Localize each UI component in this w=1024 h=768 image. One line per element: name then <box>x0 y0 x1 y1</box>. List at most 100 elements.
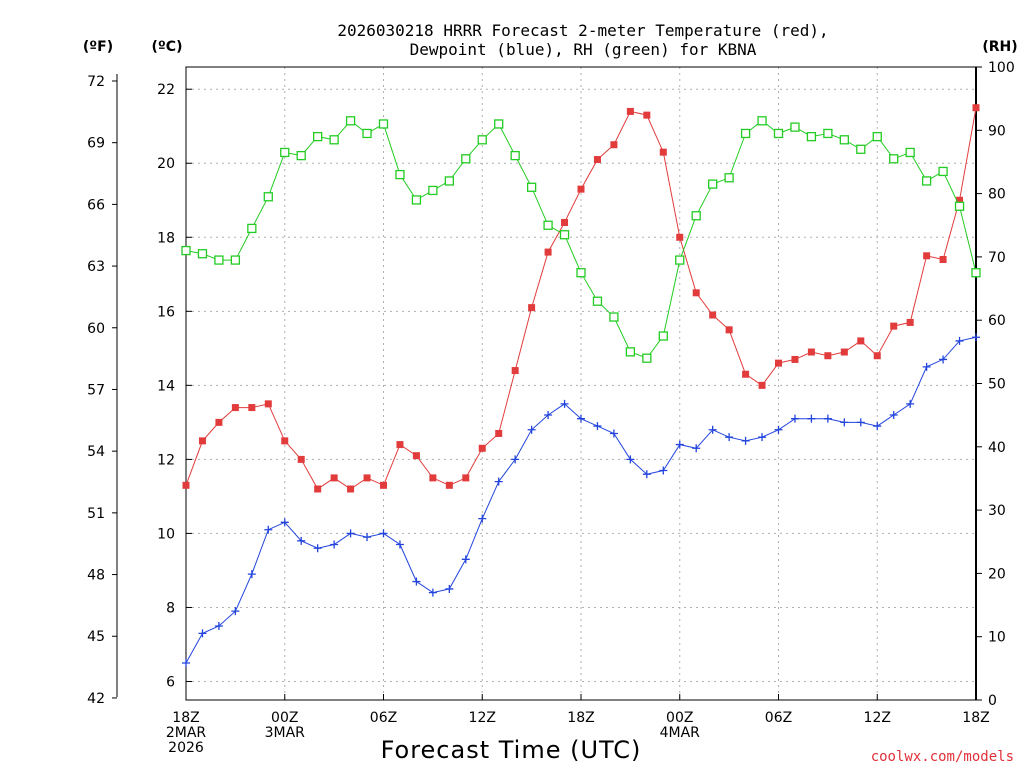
temperature-point <box>297 455 305 463</box>
dewpoint-point <box>363 533 372 542</box>
celsius-tick-label: 8 <box>166 600 175 616</box>
temperature-series <box>182 104 980 493</box>
rh-point <box>790 122 800 132</box>
temperature-point <box>495 429 503 437</box>
temperature-point <box>626 107 634 115</box>
dewpoint-point <box>922 362 931 371</box>
dewpoint-point <box>428 588 437 597</box>
rh-point <box>839 135 849 145</box>
dewpoint-point <box>297 536 306 545</box>
celsius-tick-label: 10 <box>157 526 175 542</box>
temperature-point <box>380 481 387 489</box>
rh-point <box>872 131 882 142</box>
fahrenheit-tick-label: 42 <box>87 691 105 707</box>
temperature-point <box>610 141 618 149</box>
rh-point <box>592 296 603 306</box>
rh-point <box>724 173 734 183</box>
dewpoint-point <box>461 555 470 564</box>
dewpoint-point <box>758 433 767 442</box>
temperature-point <box>890 322 898 330</box>
temperature-point <box>972 104 980 112</box>
rh-point <box>263 192 273 202</box>
time-tick-label: 00Z <box>271 710 298 726</box>
fahrenheit-tick-label: 69 <box>87 136 105 152</box>
temperature-point <box>396 441 404 449</box>
time-tick-label: 3MAR <box>265 725 306 741</box>
dewpoint-point <box>264 525 273 534</box>
dewpoint-point <box>741 436 750 445</box>
dewpoint-point <box>313 544 322 553</box>
temperature-point <box>923 252 931 260</box>
temperature-point <box>478 444 486 452</box>
rh-point <box>691 211 701 221</box>
time-tick-label: 18Z <box>567 710 594 726</box>
temperature-point <box>709 311 717 319</box>
rh-tick-label: 100 <box>988 60 1015 76</box>
rh-point <box>181 245 191 256</box>
rh-point <box>773 128 784 139</box>
rh-point <box>921 176 932 186</box>
axes <box>116 66 977 701</box>
fahrenheit-unit-label: (ºF) <box>83 39 113 55</box>
temperature-point <box>659 148 667 156</box>
rh-point <box>658 331 668 341</box>
rh-point <box>806 131 817 142</box>
celsius-tick-label: 16 <box>157 304 175 320</box>
rh-point <box>609 312 619 322</box>
dewpoint-point <box>840 418 849 427</box>
dewpoint-point <box>972 333 980 342</box>
rh-point <box>280 147 290 158</box>
dewpoint-point <box>807 414 816 423</box>
rh-point <box>378 119 389 129</box>
fahrenheit-tick-label: 48 <box>87 568 105 584</box>
dewpoint-point <box>445 584 454 593</box>
dewpoint-point <box>856 418 865 427</box>
rh-point <box>247 223 257 234</box>
rh-series <box>181 116 981 363</box>
chart-title-line2: Dewpoint (blue), RH (green) for KBNA <box>410 40 757 59</box>
dewpoint-point <box>626 455 635 464</box>
dewpoint-point <box>395 540 404 549</box>
time-tick-label: 2MAR <box>166 725 207 741</box>
temperature-point <box>429 474 437 482</box>
fahrenheit-tick-label: 51 <box>87 506 105 522</box>
rh-tick-label: 90 <box>988 123 1006 139</box>
dewpoint-point <box>675 440 684 449</box>
temperature-point <box>725 326 733 334</box>
dewpoint-point <box>527 425 536 434</box>
rh-point <box>823 128 833 139</box>
temperature-point <box>182 481 190 489</box>
time-tick-label: 06Z <box>370 710 397 726</box>
rh-tick-label: 30 <box>988 503 1006 519</box>
fahrenheit-tick-label: 63 <box>87 259 105 275</box>
temperature-point <box>314 485 322 493</box>
temperature-point <box>956 196 964 204</box>
temperature-point <box>561 218 569 226</box>
temperature-point <box>445 481 453 489</box>
time-tick-label: 00Z <box>666 710 693 726</box>
dewpoint-point <box>330 540 339 549</box>
temperature-point <box>873 352 881 360</box>
temperature-point <box>939 255 947 263</box>
time-tick-label: 12Z <box>469 710 496 726</box>
dewpoint-point <box>478 514 487 523</box>
temperature-point <box>775 359 782 367</box>
celsius-tick-label: 12 <box>157 452 175 468</box>
rh-unit-label: (RH) <box>982 39 1017 55</box>
temperature-point <box>528 304 536 312</box>
rh-point <box>214 255 224 265</box>
temperature-point <box>231 404 239 412</box>
rh-point <box>971 268 981 278</box>
fahrenheit-tick-label: 66 <box>87 197 105 213</box>
dewpoint-point <box>790 414 799 423</box>
temperature-point <box>824 352 832 360</box>
temperature-point <box>412 452 420 460</box>
rh-point <box>856 144 866 154</box>
fahrenheit-tick-label: 45 <box>87 629 105 645</box>
dewpoint-point <box>939 355 948 364</box>
temperature-point <box>248 404 256 412</box>
rh-point <box>477 135 487 145</box>
celsius-tick-label: 18 <box>157 230 175 246</box>
dewpoint-point <box>955 336 964 345</box>
dewpoint-point <box>346 529 355 538</box>
